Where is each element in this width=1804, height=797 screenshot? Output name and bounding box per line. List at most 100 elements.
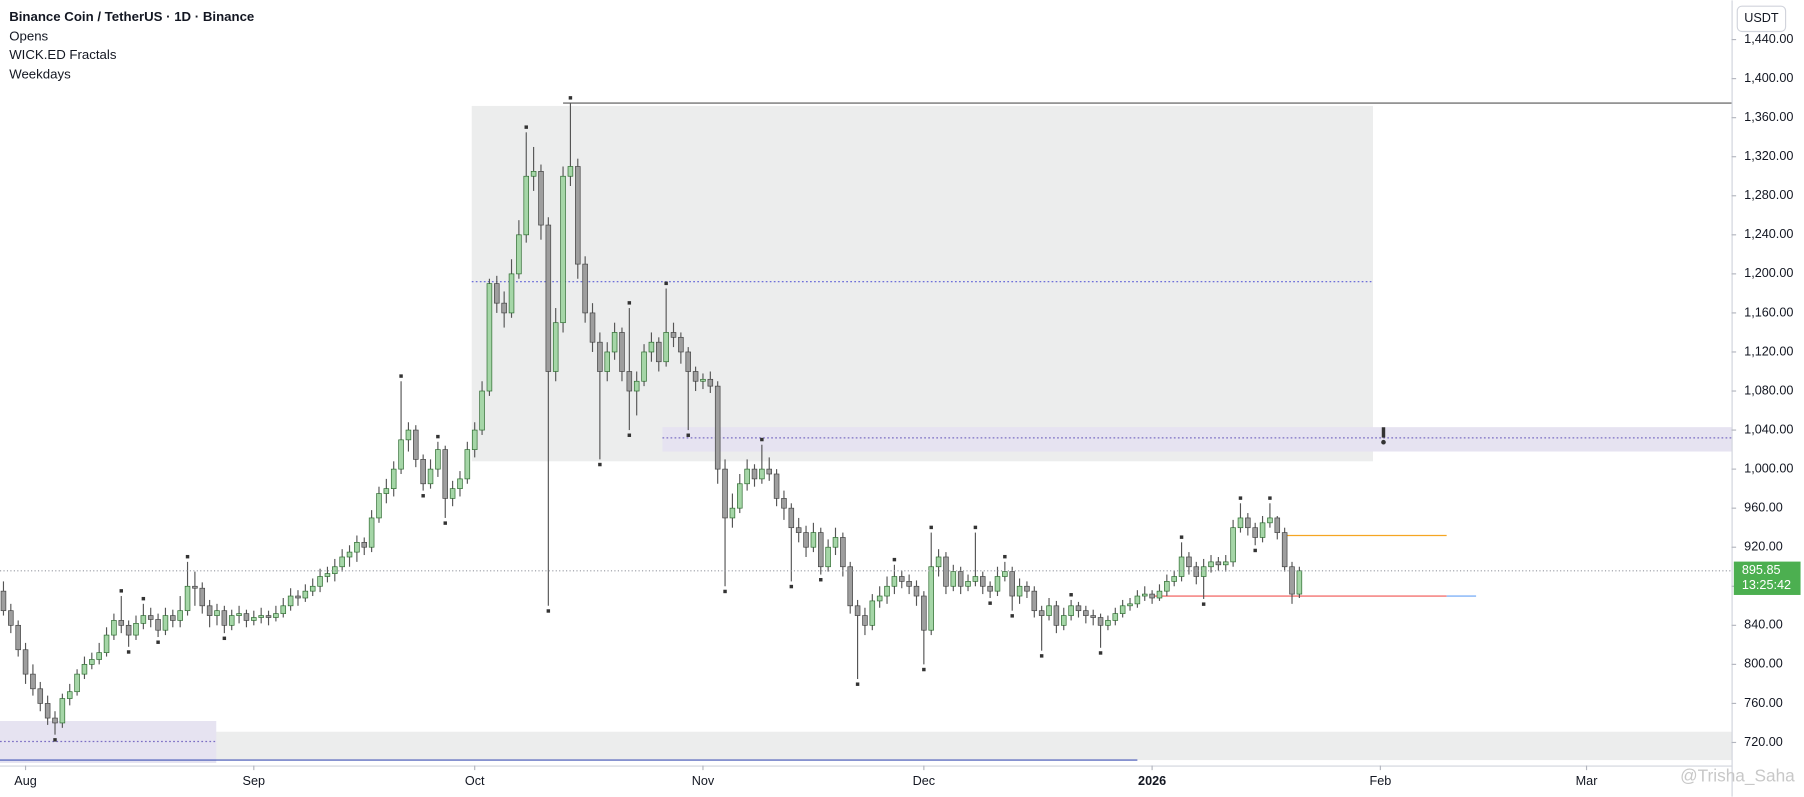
candle-body [876, 595, 883, 602]
fractal-high [664, 281, 668, 286]
candle-body [803, 532, 809, 548]
x-tick-label: Dec [913, 774, 935, 788]
candle-body [1215, 561, 1222, 566]
fractal-high [119, 589, 123, 593]
x-tick-label: Mar [1576, 774, 1598, 788]
y-tick-label: 1,120.00 [1744, 344, 1793, 358]
candle-body [818, 532, 824, 568]
y-tick-label: 960.00 [1744, 501, 1783, 515]
candle-body [626, 371, 633, 392]
last-price-box [1733, 561, 1801, 595]
candle-body [1289, 566, 1295, 595]
fractal-high [1179, 535, 1184, 539]
candle-body [22, 649, 29, 675]
candle-body [847, 566, 853, 607]
y-tick-label: 920.00 [1744, 540, 1783, 554]
candle-body [832, 537, 839, 548]
fractal-low [546, 609, 551, 613]
fractal-low [126, 650, 131, 654]
fractal-high [1268, 496, 1272, 500]
watermark: @Trisha_Saha [1680, 766, 1795, 786]
candle-body [302, 590, 309, 599]
candle-body [471, 429, 478, 450]
candle-body [1208, 561, 1214, 568]
x-tick-label: Nov [692, 774, 715, 788]
candle-body [81, 664, 88, 675]
candle-body [420, 459, 426, 485]
plot-area [0, 96, 1732, 763]
fractal-low [855, 682, 860, 686]
candle-body [1164, 581, 1170, 592]
candle-body [987, 585, 993, 592]
candle-body [825, 546, 831, 568]
candle-body [884, 585, 890, 597]
candle-body [162, 615, 169, 631]
fractal-low [988, 601, 992, 605]
fractal-low [627, 433, 632, 437]
zone [662, 427, 1732, 452]
candle-body [376, 493, 382, 519]
candle-body [44, 703, 51, 719]
fractal-low [1098, 651, 1103, 655]
candle-body [280, 605, 287, 614]
candle-body [177, 610, 183, 621]
candle-body [221, 610, 228, 626]
candle-body [891, 576, 898, 587]
candle-body [486, 283, 493, 392]
candle-body [199, 587, 206, 607]
y-tick-label: 720.00 [1744, 735, 1783, 749]
fractal-low [1039, 654, 1044, 658]
candle-body [170, 615, 176, 621]
candle-body [788, 507, 795, 529]
candle-body [670, 332, 677, 338]
candle-body [309, 585, 316, 592]
candle-body [1237, 517, 1244, 529]
candle-body [1141, 593, 1148, 597]
candle-body [656, 341, 662, 363]
candle-body [317, 576, 323, 587]
candle-body [1009, 571, 1015, 597]
candle-body [751, 468, 758, 480]
candle-body [383, 488, 390, 494]
candle-body [1046, 605, 1052, 616]
candle-body [1068, 605, 1074, 616]
candle-body [1097, 617, 1104, 626]
x-tick-label: Feb [1369, 774, 1391, 788]
candle-body [361, 541, 368, 548]
candle-body [597, 341, 603, 372]
candle-body [648, 341, 655, 353]
fractal-high [568, 96, 573, 100]
y-tick-label: 840.00 [1744, 618, 1783, 632]
candle-body [435, 449, 441, 470]
fractal-low [723, 589, 727, 594]
candle-body [1178, 556, 1185, 577]
candle-body [523, 175, 530, 236]
countdown-label: 13:25:42 [1742, 578, 1791, 592]
candle-body [206, 605, 213, 616]
candle-body [15, 624, 21, 651]
fractal-low [53, 738, 57, 742]
candle-body [899, 576, 905, 582]
currency-button[interactable] [1736, 5, 1787, 33]
fractal-low [922, 667, 926, 672]
candle-body [66, 691, 73, 699]
currency-label: USDT [1744, 11, 1779, 25]
candle-body [950, 571, 957, 587]
zone [471, 105, 1374, 462]
candle-body [707, 378, 714, 387]
candle-body [111, 620, 117, 636]
fractal-low [421, 494, 425, 498]
candle-body [339, 556, 345, 568]
fractal-high [185, 554, 190, 559]
candle-body [1193, 566, 1200, 577]
x-tick-label: 2026 [1138, 774, 1166, 788]
candle-body [1112, 613, 1119, 621]
y-tick-label: 1,320.00 [1744, 149, 1793, 163]
last-price-label: 895.85 [1742, 563, 1781, 577]
candle-body [604, 351, 611, 372]
candle-body [1134, 595, 1141, 605]
candle-body [1281, 532, 1288, 568]
candle-body [972, 576, 979, 582]
fractal-high [760, 437, 764, 442]
candle-body [906, 581, 912, 587]
